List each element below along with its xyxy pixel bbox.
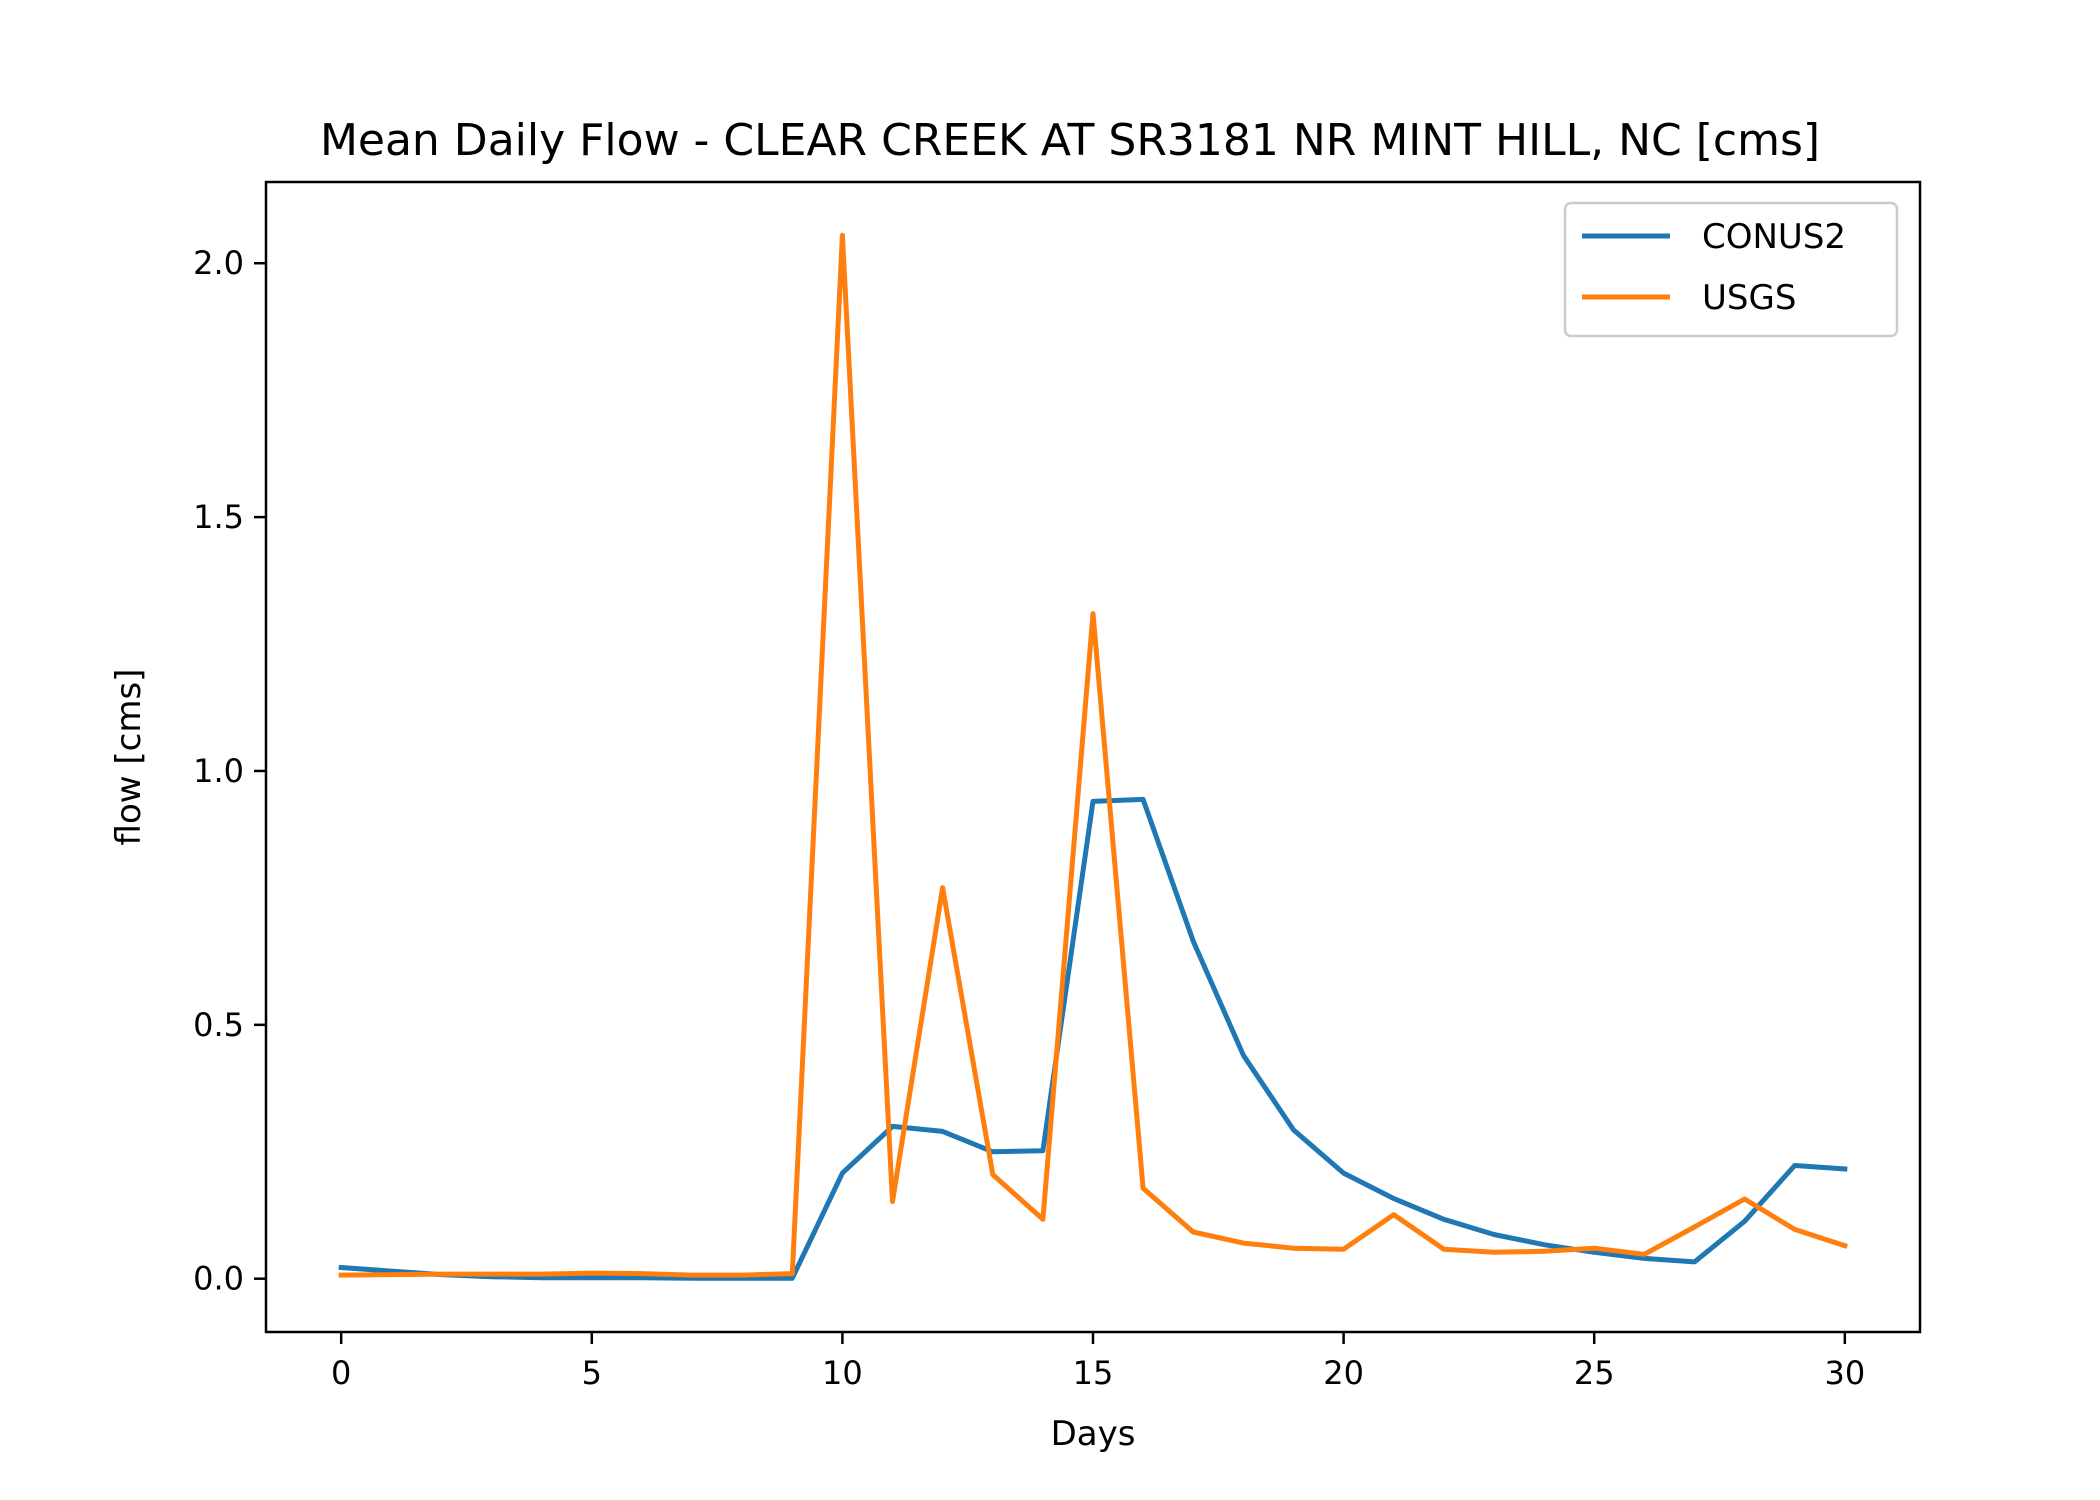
y-tick-label: 1.5 xyxy=(193,498,244,536)
x-tick-label: 20 xyxy=(1323,1354,1364,1392)
y-axis-ticks: 0.0 0.5 1.0 1.5 2.0 xyxy=(193,244,266,1298)
x-tick-label: 25 xyxy=(1574,1354,1615,1392)
legend: CONUS2 USGS xyxy=(1563,201,1899,338)
x-tick-label: 15 xyxy=(1073,1354,1114,1392)
y-tick-label: 2.0 xyxy=(193,244,244,282)
y-tick-label: 0.0 xyxy=(193,1260,244,1298)
y-axis-label: flow [cms] xyxy=(109,669,149,846)
x-tick-label: 5 xyxy=(582,1354,602,1392)
chart-title: Mean Daily Flow - CLEAR CREEK AT SR3181 … xyxy=(320,115,1820,166)
x-tick-label: 0 xyxy=(331,1354,351,1392)
x-tick-label: 10 xyxy=(822,1354,863,1392)
legend-label: CONUS2 xyxy=(1702,217,1846,257)
legend-label: USGS xyxy=(1702,278,1796,318)
series-line-usgs xyxy=(338,232,1848,1278)
series-line-conus2 xyxy=(338,796,1848,1281)
y-tick-label: 1.0 xyxy=(193,752,244,790)
x-tick-label: 30 xyxy=(1824,1354,1865,1392)
series-layer xyxy=(338,232,1848,1281)
x-axis-label: Days xyxy=(1051,1414,1136,1454)
x-axis-ticks: 0 5 10 15 20 25 30 xyxy=(331,1332,1865,1392)
y-tick-label: 0.5 xyxy=(193,1006,244,1044)
